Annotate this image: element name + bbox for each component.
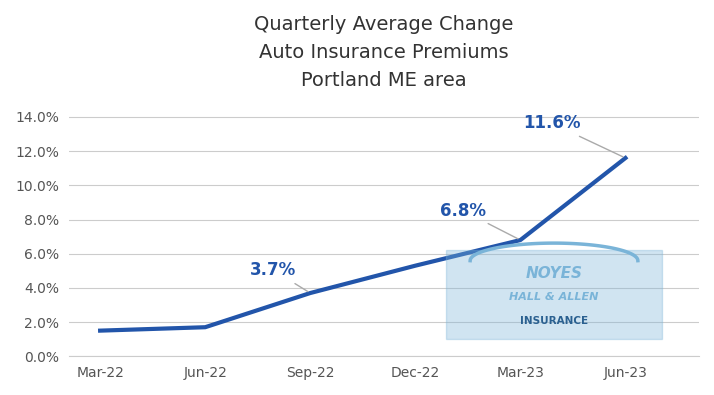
Title: Quarterly Average Change
Auto Insurance Premiums
Portland ME area: Quarterly Average Change Auto Insurance … (254, 15, 513, 90)
Text: 3.7%: 3.7% (251, 261, 308, 292)
Text: 11.6%: 11.6% (523, 115, 623, 157)
Text: 6.8%: 6.8% (440, 201, 518, 239)
